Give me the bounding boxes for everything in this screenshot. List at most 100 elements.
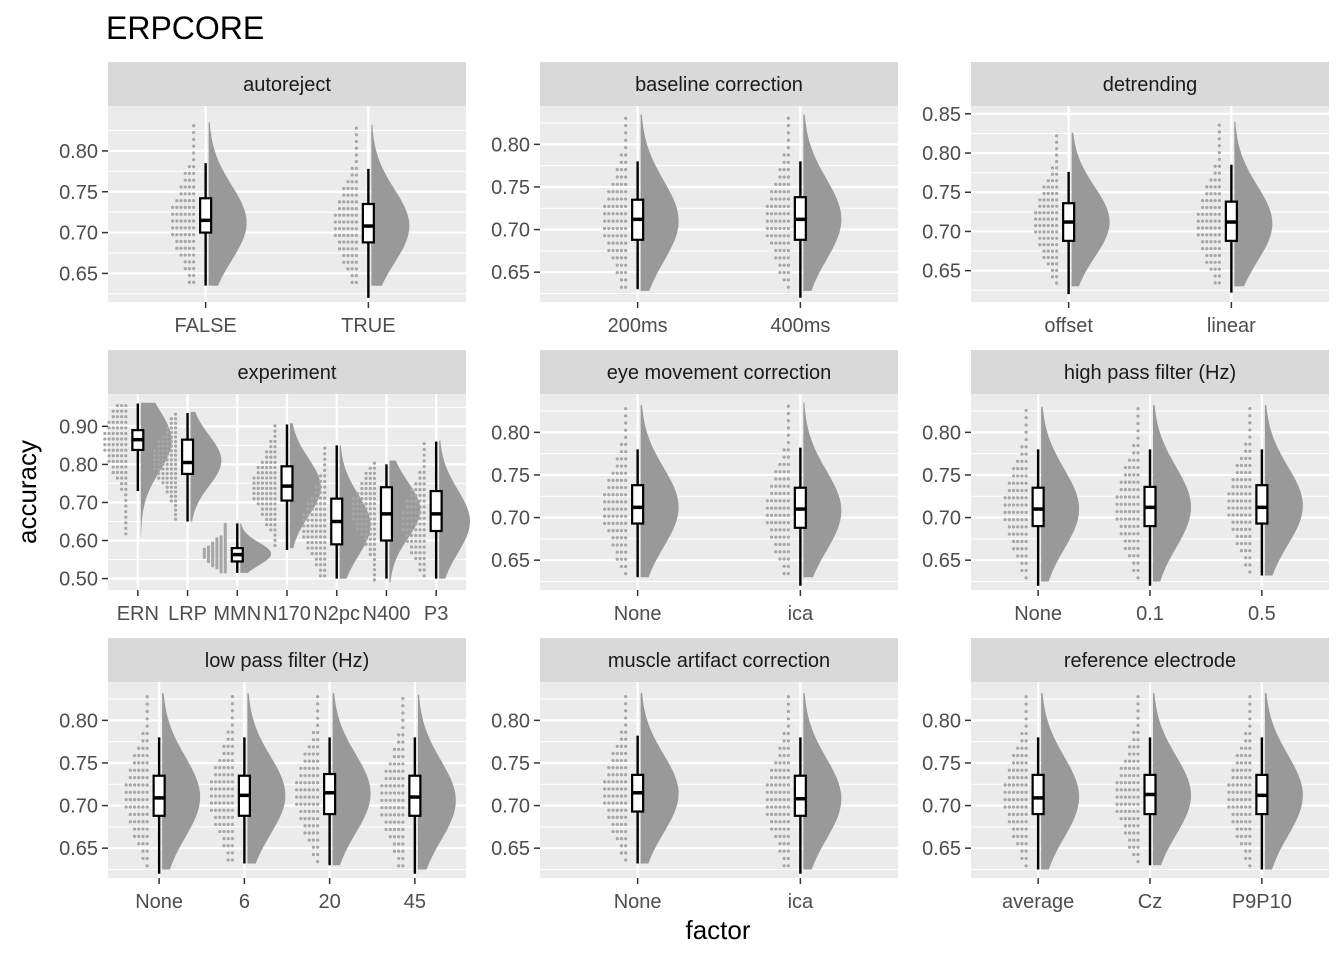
data-dot: [1020, 761, 1024, 765]
data-dot: [624, 829, 628, 834]
data-dot: [351, 497, 356, 501]
data-dot: [314, 540, 318, 545]
data-dot: [364, 471, 368, 475]
data-dot: [1020, 842, 1024, 846]
x-tick-label: P9P10: [1232, 891, 1292, 913]
data-dot: [342, 253, 346, 258]
data-dot: [124, 487, 128, 491]
data-dot: [422, 574, 426, 578]
data-dot: [1024, 452, 1028, 456]
y-tick-label: 0.65: [922, 261, 961, 283]
data-dot: [619, 197, 624, 201]
data-dot: [183, 253, 187, 257]
data-dot: [624, 138, 628, 142]
data-dot: [230, 787, 234, 791]
data-dot: [418, 516, 422, 520]
data-dot: [1024, 547, 1028, 551]
data-dot: [269, 465, 273, 470]
data-dot: [165, 444, 169, 448]
data-dot: [165, 426, 169, 430]
data-dot: [782, 528, 786, 532]
data-dot: [111, 465, 115, 469]
data-dot: [173, 508, 178, 512]
plot-panel: [108, 106, 466, 302]
data-dot: [1128, 480, 1132, 484]
data-dot: [295, 795, 299, 799]
data-dot: [1119, 524, 1123, 528]
data-dot: [1011, 768, 1016, 772]
data-dot: [165, 439, 169, 444]
data-dot: [350, 260, 354, 264]
data-dot: [230, 773, 234, 777]
data-dot: [1213, 233, 1217, 237]
y-tick-label: 0.70: [491, 796, 530, 818]
data-dot: [769, 226, 774, 231]
data-dot: [1046, 191, 1050, 196]
data-dot: [611, 514, 615, 518]
data-dot: [192, 260, 196, 264]
facet-strip-label: high pass filter (Hz): [1064, 362, 1236, 384]
data-dot: [786, 702, 790, 706]
data-dot: [624, 528, 628, 533]
data-dot: [1055, 191, 1059, 196]
data-dot: [354, 180, 358, 184]
data-dot: [173, 453, 178, 457]
data-dot: [364, 527, 368, 531]
data-dot: [1050, 198, 1055, 202]
data-dot: [1042, 243, 1046, 247]
data-dot: [303, 781, 307, 785]
data-dot: [782, 477, 786, 481]
data-dot: [173, 490, 178, 494]
data-dot: [624, 500, 628, 504]
data-dot: [619, 528, 624, 533]
data-dot: [354, 133, 358, 137]
data-dot: [1003, 790, 1007, 794]
data-dot: [401, 776, 405, 781]
data-dot: [380, 806, 384, 810]
data-dot: [1213, 281, 1217, 285]
data-dot: [1136, 831, 1140, 835]
data-dot: [115, 415, 120, 419]
data-dot: [175, 226, 179, 230]
data-dot: [1016, 503, 1020, 507]
data-dot: [1020, 568, 1024, 573]
data-dot: [120, 431, 124, 436]
data-dot: [615, 485, 619, 490]
data-dot: [354, 186, 358, 191]
data-dot: [1016, 783, 1020, 787]
data-dot: [619, 787, 624, 791]
data-dot: [1011, 753, 1016, 758]
data-dot: [187, 226, 192, 230]
data-dot: [218, 801, 222, 805]
data-dot: [173, 439, 178, 444]
data-dot: [256, 481, 260, 485]
data-dot: [179, 198, 183, 203]
data-dot: [310, 546, 314, 550]
data-dot: [350, 280, 354, 284]
data-dot: [1115, 502, 1119, 506]
data-dot: [1007, 496, 1011, 500]
data-dot: [1239, 746, 1244, 750]
data-dot: [299, 809, 303, 814]
data-dot: [303, 824, 307, 828]
data-dot: [624, 730, 628, 734]
data-dot: [179, 212, 183, 216]
data-dot: [607, 493, 611, 497]
data-dot: [161, 476, 165, 480]
data-dot: [218, 822, 222, 827]
data-dot: [774, 241, 778, 245]
data-dot: [615, 744, 619, 748]
x-tick-label: TRUE: [341, 315, 395, 337]
data-dot: [388, 791, 392, 795]
data-dot: [1016, 554, 1020, 558]
data-dot: [1024, 408, 1028, 413]
data-dot: [1046, 236, 1050, 240]
data-dot: [307, 766, 311, 770]
data-dot: [273, 533, 277, 537]
density-violin: [208, 122, 247, 286]
data-dot: [173, 444, 178, 448]
data-dot: [603, 493, 607, 497]
data-dot: [179, 226, 183, 230]
data-dot: [1196, 226, 1200, 230]
data-dot: [624, 844, 628, 848]
